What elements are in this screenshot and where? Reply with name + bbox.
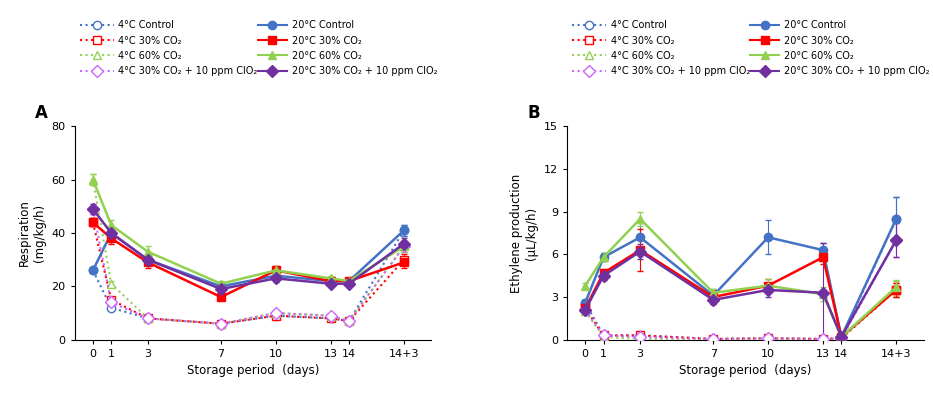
Legend: 20°C Control, 20°C 30% CO₂, 20°C 60% CO₂, 20°C 30% CO₂ + 10 ppm ClO₂: 20°C Control, 20°C 30% CO₂, 20°C 60% CO₂… (750, 21, 929, 76)
Legend: 20°C Control, 20°C 30% CO₂, 20°C 60% CO₂, 20°C 30% CO₂ + 10 ppm ClO₂: 20°C Control, 20°C 30% CO₂, 20°C 60% CO₂… (258, 21, 438, 76)
X-axis label: Storage period  (days): Storage period (days) (187, 364, 319, 377)
Y-axis label: Ethylene production
(μL/kg/h): Ethylene production (μL/kg/h) (510, 173, 538, 293)
X-axis label: Storage period  (days): Storage period (days) (679, 364, 812, 377)
Y-axis label: Respiration
(mg/kg/h): Respiration (mg/kg/h) (18, 199, 46, 267)
Text: B: B (528, 104, 540, 122)
Text: A: A (35, 104, 49, 122)
